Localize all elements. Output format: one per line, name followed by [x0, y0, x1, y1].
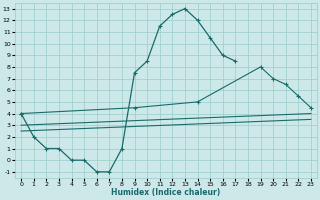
X-axis label: Humidex (Indice chaleur): Humidex (Indice chaleur): [111, 188, 221, 197]
